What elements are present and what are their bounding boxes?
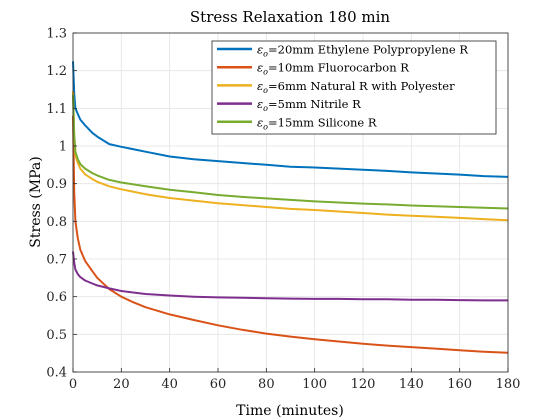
series-line-2 — [72, 91, 509, 222]
x-tick-label: 40 — [161, 377, 178, 392]
y-axis-label: Stress (MPa) — [28, 156, 44, 247]
y-tick-label: 0.4 — [46, 366, 67, 381]
series-layer — [72, 61, 509, 354]
legend-subscript: o — [263, 50, 268, 59]
legend: εo=20mm Ethylene Polypropylene Rεo=10mm … — [211, 40, 497, 135]
series-line-4 — [72, 95, 509, 210]
x-tick-label: 180 — [496, 377, 521, 392]
series-line-0 — [72, 61, 509, 178]
legend-subscript: o — [263, 86, 268, 95]
legend-epsilon-symbol: ε — [257, 97, 263, 111]
legend-entry-2: εo=6mm Natural R with Polyester — [257, 79, 455, 95]
legend-entry-0: εo=20mm Ethylene Polypropylene R — [257, 43, 468, 59]
legend-subscript: o — [263, 68, 268, 77]
legend-subscript: o — [263, 104, 268, 113]
legend-label-2: =6mm Natural R with Polyester — [268, 79, 455, 93]
y-tick-label: 0.7 — [46, 253, 67, 268]
x-tick-label: 60 — [210, 377, 227, 392]
axis-ticks: 0 20 40 60 80 100 120 140 160 180 0.4 0.5 0.6 0.7 0.8 0… — [46, 27, 520, 393]
legend-label-0: =20mm Ethylene Polypropylene R — [268, 43, 468, 57]
y-tick-label: 1.2 — [46, 64, 67, 79]
y-tick-label: 1.3 — [46, 27, 67, 42]
legend-subscript: o — [263, 122, 268, 131]
legend-epsilon-symbol: ε — [257, 61, 263, 75]
x-tick-label: 120 — [351, 377, 376, 392]
legend-label-3: =5mm Nitrile R — [268, 97, 361, 111]
y-tick-label: 1 — [59, 140, 67, 155]
y-tick-label: 0.9 — [46, 177, 67, 192]
x-axis-label: Time (minutes) — [236, 403, 344, 419]
legend-label-1: =10mm Fluorocarbon R — [268, 61, 409, 75]
legend-epsilon-symbol: ε — [257, 115, 263, 129]
plot-frame — [72, 32, 509, 373]
chart-title: Stress Relaxation 180 min — [190, 8, 391, 26]
x-tick-label: 160 — [447, 377, 472, 392]
y-tick-label: 0.5 — [46, 328, 67, 343]
y-tick-label: 0.8 — [46, 215, 67, 230]
legend-epsilon-symbol: ε — [257, 43, 263, 57]
x-tick-label: 80 — [258, 377, 275, 392]
series-line-3 — [72, 251, 508, 302]
legend-box — [211, 40, 497, 135]
x-tick-label: 140 — [399, 377, 424, 392]
legend-entry-3: εo=5mm Nitrile R — [257, 97, 361, 113]
y-tick-label: 0.6 — [46, 290, 67, 305]
legend-entry-1: εo=10mm Fluorocarbon R — [257, 61, 409, 77]
legend-label-4: =15mm Silicone R — [268, 115, 377, 129]
series-line-1 — [72, 115, 509, 354]
x-tick-label: 0 — [69, 377, 77, 392]
legend-entry-4: εo=15mm Silicone R — [257, 115, 377, 131]
y-tick-label: 1.1 — [46, 102, 67, 117]
legend-epsilon-symbol: ε — [257, 79, 263, 93]
x-tick-label: 20 — [113, 377, 130, 392]
x-tick-label: 100 — [302, 377, 327, 392]
